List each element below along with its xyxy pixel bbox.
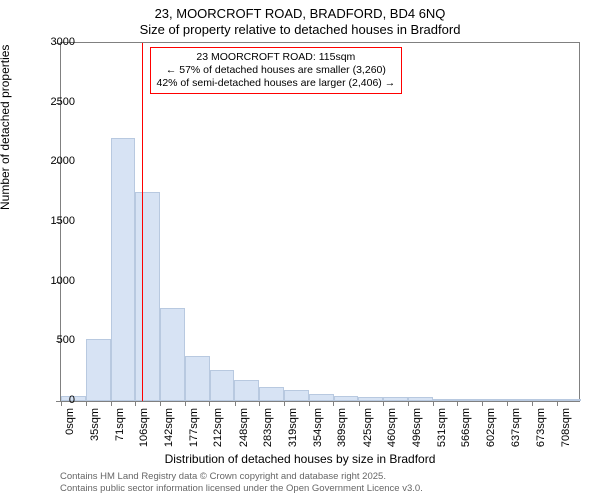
xtick-label: 0sqm [64,408,76,435]
xtick-label: 212sqm [212,408,224,447]
xtick-label: 35sqm [89,408,101,441]
reference-line [142,43,143,401]
xtick-mark [160,401,161,406]
ytick-label: 2500 [51,96,75,108]
ytick-label: 0 [69,394,75,406]
histogram-bar [135,192,160,401]
y-axis-label: Number of detached properties [0,45,12,210]
xtick-label: 602sqm [485,408,497,447]
xtick-mark [284,401,285,406]
xtick-label: 425sqm [362,408,374,447]
callout-line: 23 MOORCROFT ROAD: 115sqm [157,51,396,64]
xtick-label: 319sqm [287,408,299,447]
xtick-label: 389sqm [336,408,348,447]
xtick-label: 354sqm [312,408,324,447]
xtick-mark [86,401,87,406]
histogram-bar [309,394,334,401]
xtick-label: 531sqm [436,408,448,447]
xtick-mark [532,401,533,406]
histogram-bar [160,308,185,401]
xtick-mark [209,401,210,406]
histogram-bar [334,396,359,401]
histogram-bar [482,399,507,401]
xtick-mark [457,401,458,406]
attribution-line2: Contains public sector information licen… [60,483,423,494]
chart-container: 23, MOORCROFT ROAD, BRADFORD, BD4 6NQ Si… [0,0,600,500]
xtick-label: 177sqm [188,408,200,447]
xtick-mark [185,401,186,406]
histogram-bar [383,397,408,401]
chart-title-line2: Size of property relative to detached ho… [0,22,600,37]
chart-title-line1: 23, MOORCROFT ROAD, BRADFORD, BD4 6NQ [0,6,600,21]
xtick-mark [408,401,409,406]
ytick-label: 1000 [51,275,75,287]
plot-area: 23 MOORCROFT ROAD: 115sqm← 57% of detach… [60,42,580,402]
xtick-label: 496sqm [411,408,423,447]
callout-line: 42% of semi-detached houses are larger (… [157,77,396,90]
ytick-label: 2000 [51,155,75,167]
xtick-label: 637sqm [510,408,522,447]
histogram-bar [210,370,235,401]
xtick-mark [333,401,334,406]
xtick-mark [135,401,136,406]
histogram-bar [259,387,284,401]
attribution-line1: Contains HM Land Registry data © Crown c… [60,471,386,482]
xtick-label: 71sqm [114,408,126,441]
xtick-label: 460sqm [386,408,398,447]
xtick-label: 283sqm [262,408,274,447]
histogram-bar [408,397,433,401]
xtick-label: 673sqm [535,408,547,447]
xtick-mark [383,401,384,406]
xtick-label: 142sqm [163,408,175,447]
histogram-bar [111,138,136,401]
xtick-label: 248sqm [238,408,250,447]
xtick-mark [235,401,236,406]
ytick-label: 3000 [51,36,75,48]
histogram-bar [358,397,383,401]
xtick-label: 106sqm [138,408,150,447]
histogram-bar [532,399,557,401]
histogram-bar [507,399,532,401]
xtick-label: 566sqm [460,408,472,447]
xtick-mark [111,401,112,406]
xtick-mark [309,401,310,406]
histogram-bar [284,390,309,401]
xtick-mark [507,401,508,406]
xtick-mark [482,401,483,406]
xtick-mark [557,401,558,406]
xtick-mark [259,401,260,406]
ytick-label: 500 [57,334,75,346]
ytick-label: 1500 [51,215,75,227]
callout-line: ← 57% of detached houses are smaller (3,… [157,64,396,77]
histogram-bar [457,399,482,401]
histogram-bar [433,399,458,401]
xtick-mark [433,401,434,406]
xtick-mark [359,401,360,406]
callout-box: 23 MOORCROFT ROAD: 115sqm← 57% of detach… [150,47,403,94]
x-axis-label: Distribution of detached houses by size … [0,452,600,466]
histogram-bar [234,380,259,401]
histogram-bar [557,399,582,401]
xtick-label: 708sqm [560,408,572,447]
attribution-text: Contains HM Land Registry data © Crown c… [60,471,590,495]
xtick-mark [61,401,62,406]
histogram-bar [185,356,210,401]
histogram-bar [86,339,111,401]
